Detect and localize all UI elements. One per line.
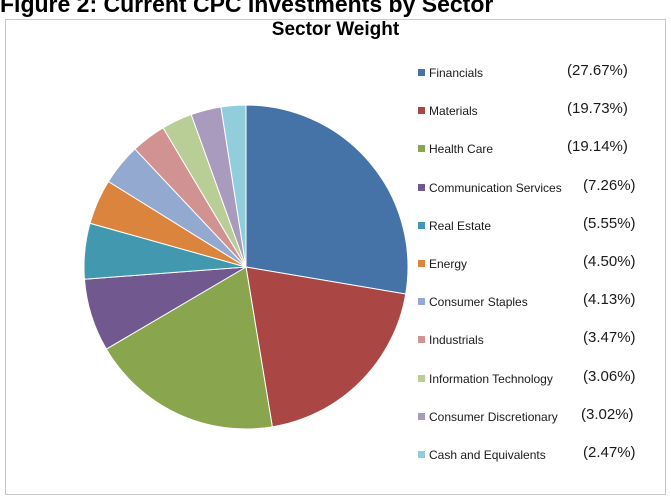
legend-swatch: [418, 412, 425, 420]
legend-swatch: [418, 69, 425, 76]
legend-label: Energy: [429, 257, 468, 271]
legend-label: Health Care: [429, 142, 494, 157]
legend-swatch: [418, 183, 425, 191]
legend-label: Materials: [429, 104, 478, 119]
legend-swatch: [418, 260, 425, 267]
pie-slice-financials: [245, 104, 409, 295]
legend-swatch: [418, 107, 425, 115]
legend-label: Consumer Staples: [429, 295, 528, 310]
chart-title: Sector Weight: [271, 19, 400, 40]
legend-label: Consumer Discretionary: [429, 409, 558, 424]
pie-slice-health-care: [105, 266, 273, 430]
figure-title: Figure 2: Current CPC Investments by Sec…: [0, 0, 494, 17]
legend-swatch: [418, 145, 425, 153]
legend-label: Financials: [429, 66, 484, 80]
pie-slice-cash-and-equivalents: [220, 104, 247, 268]
legend-swatch: [418, 221, 425, 229]
legend-swatch: [418, 451, 425, 458]
pie-slice-materials: [245, 266, 407, 428]
legend-swatch: [418, 298, 425, 306]
legend-swatch: [418, 374, 425, 382]
legend-label: Communication Services: [429, 180, 562, 195]
legend-label: Real Estate: [429, 218, 492, 233]
legend-label: Cash and Equivalents: [429, 448, 546, 462]
legend-swatch: [418, 336, 425, 344]
legend-label: Industrials: [429, 333, 484, 348]
legend-label: Information Technology: [429, 371, 553, 386]
